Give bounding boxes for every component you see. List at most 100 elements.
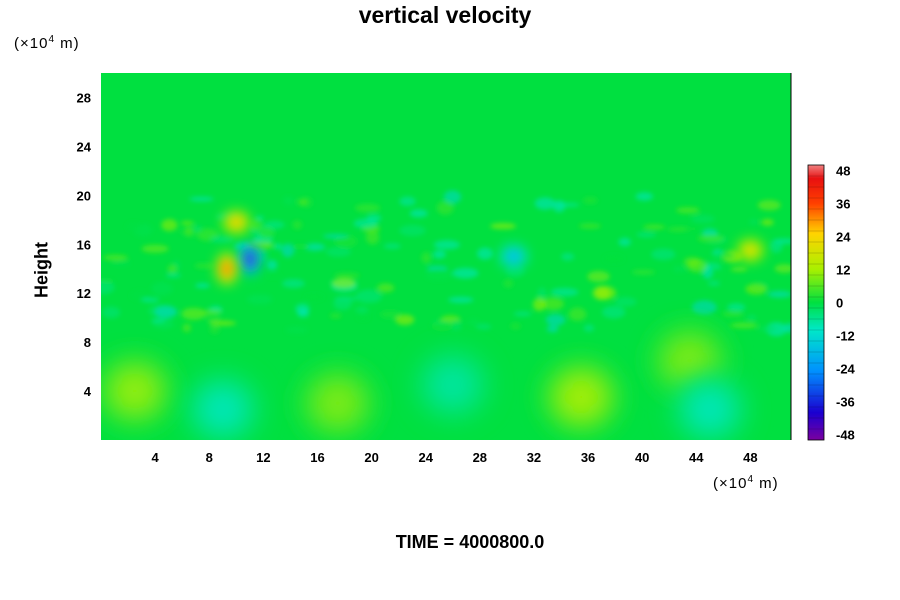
turbulence-cell (774, 264, 791, 273)
turbulence-cell (643, 224, 666, 230)
turbulence-cell (210, 235, 235, 243)
colorbar-tick-label: -12 (836, 329, 855, 344)
turbulence-cell (103, 254, 128, 261)
turbulence-cell (250, 219, 263, 231)
colorbar-gradient (807, 164, 825, 441)
turbulence-cell (182, 323, 192, 333)
turbulence-cell (746, 315, 757, 321)
x-axis-unit: (×104 m) (713, 474, 779, 492)
turbulence-cell (767, 290, 791, 298)
turbulence-cell (295, 303, 310, 315)
turbulence-cell (450, 319, 462, 331)
turbulence-cell (399, 224, 426, 237)
turbulence-cell (443, 190, 462, 204)
x-tick-label: 16 (310, 450, 324, 465)
y-tick-label: 4 (84, 384, 92, 399)
feature-contour (232, 219, 240, 226)
feature-contour (224, 264, 230, 273)
turbulence-cell (266, 259, 278, 271)
x-unit-exponent: 4 (747, 474, 755, 485)
feature-contour (247, 254, 253, 263)
turbulence-cell (264, 220, 285, 229)
turbulence-cell (282, 196, 295, 206)
turbulence-cell (711, 251, 735, 260)
y-unit-suffix: m) (55, 35, 80, 52)
turbulence-cell (513, 311, 532, 317)
turbulence-cell (329, 313, 342, 319)
x-unit-prefix: (×10 (713, 475, 748, 492)
turbulence-cell (383, 243, 401, 250)
turbulence-cell (130, 290, 150, 300)
turbulence-cell (730, 322, 758, 329)
turbulence-cell (409, 209, 428, 218)
y-tick-label: 16 (77, 237, 91, 252)
turbulence-cell (266, 273, 282, 278)
turbulence-cell (748, 218, 759, 225)
turbulence-cell (395, 314, 415, 326)
y-tick-label: 28 (77, 90, 91, 105)
turbulence-cell (354, 203, 381, 213)
turbulence-cell (151, 282, 173, 296)
y-tick-label: 20 (77, 188, 91, 203)
velocity-feature (543, 361, 620, 434)
turbulence-cell (208, 320, 237, 326)
turbulence-cell (532, 298, 546, 312)
colorbar-tick-label: 48 (836, 164, 850, 179)
velocity-feature (736, 238, 765, 263)
x-tick-label: 32 (527, 450, 541, 465)
velocity-feature (671, 373, 748, 440)
turbulence-cell (730, 266, 748, 272)
turbulence-cell (436, 201, 454, 215)
turbulence-cell (334, 272, 360, 279)
turbulence-cell (111, 260, 131, 266)
x-tick-label: 40 (635, 450, 649, 465)
turbulence-cell (651, 248, 676, 261)
turbulence-cell (477, 247, 493, 260)
turbulence-cell (503, 279, 514, 288)
turbulence-cell (365, 230, 380, 245)
turbulence-cell (200, 309, 223, 314)
turbulence-cell (431, 320, 454, 332)
x-tick-label: 44 (689, 450, 704, 465)
turbulence-cell (154, 305, 178, 319)
colorbar-tick-label: 12 (836, 263, 850, 278)
x-tick-label: 28 (473, 450, 487, 465)
turbulence-cell (194, 262, 213, 269)
turbulence-cell (126, 221, 140, 232)
feature-contour (680, 351, 700, 370)
turbulence-cell (745, 283, 767, 295)
turbulence-cell (636, 231, 657, 238)
turbulence-cell (614, 297, 637, 307)
x-tick-label: 8 (206, 450, 213, 465)
plot-area (101, 73, 792, 440)
turbulence-cell (246, 294, 273, 305)
turbulence-cell (377, 283, 395, 293)
turbulence-cell (697, 234, 724, 243)
turbulence-cell (181, 307, 206, 320)
x-unit-suffix: m) (754, 475, 779, 492)
velocity-feature (499, 244, 528, 269)
feature-contour (510, 253, 518, 260)
turbulence-cell (568, 307, 587, 322)
colorbar-tick-label: -36 (836, 395, 855, 410)
turbulence-cell (757, 325, 777, 333)
turbulence-cell (165, 273, 182, 278)
turbulence-cell (421, 252, 432, 264)
turbulence-cell (582, 196, 598, 205)
x-tick-label: 20 (364, 450, 378, 465)
time-label: TIME = 4000800.0 (395, 532, 545, 552)
turbulence-cell (355, 289, 383, 304)
turbulence-cell (195, 283, 210, 289)
feature-contour (746, 247, 754, 254)
turbulence-cell (322, 233, 349, 239)
turbulence-cell (534, 197, 556, 210)
turbulence-cell (561, 252, 575, 261)
colorbar: 48 36 24 12 0 -12 -24 -36 -48 (807, 164, 856, 443)
feature-contour (213, 400, 233, 419)
x-tick-label: 4 (152, 450, 160, 465)
turbulence-cell (672, 266, 687, 273)
turbulence-cell (273, 243, 283, 250)
feature-contour (700, 400, 720, 419)
turbulence-cell (209, 325, 220, 334)
turbulence-cell (676, 207, 700, 214)
